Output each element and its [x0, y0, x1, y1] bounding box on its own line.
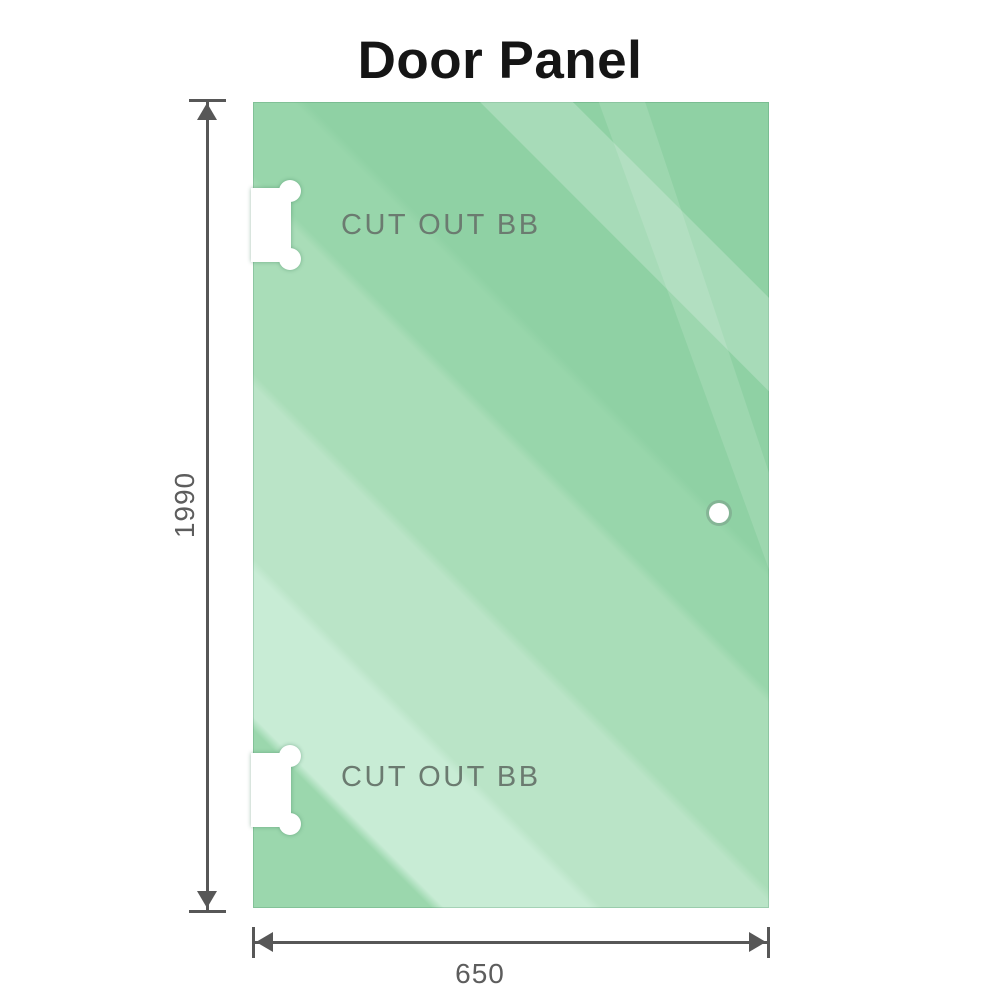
hinge-cutout-bottom-icon [251, 745, 301, 835]
height-arrow-up-icon [197, 103, 217, 120]
height-cap-bottom [189, 910, 226, 913]
door-panel-glass: CUT OUT BB CUT OUT BB [251, 102, 769, 908]
handle-hole-icon [709, 503, 729, 523]
height-arrow-down-icon [197, 891, 217, 908]
hinge-cutout-top-icon [251, 180, 301, 270]
width-arrow-right-icon [749, 932, 766, 952]
height-line [206, 102, 209, 910]
width-arrow-left-icon [256, 932, 273, 952]
width-value: 650 [455, 958, 505, 989]
cutout-label-top: CUT OUT BB [341, 209, 541, 241]
page-title: Door Panel [357, 31, 643, 90]
cutout-label-bottom: CUT OUT BB [341, 761, 541, 793]
width-cap-right [767, 927, 770, 958]
width-line [255, 941, 767, 944]
width-cap-left [252, 927, 255, 958]
height-value: 1990 [169, 471, 200, 539]
height-cap-top [189, 99, 226, 102]
